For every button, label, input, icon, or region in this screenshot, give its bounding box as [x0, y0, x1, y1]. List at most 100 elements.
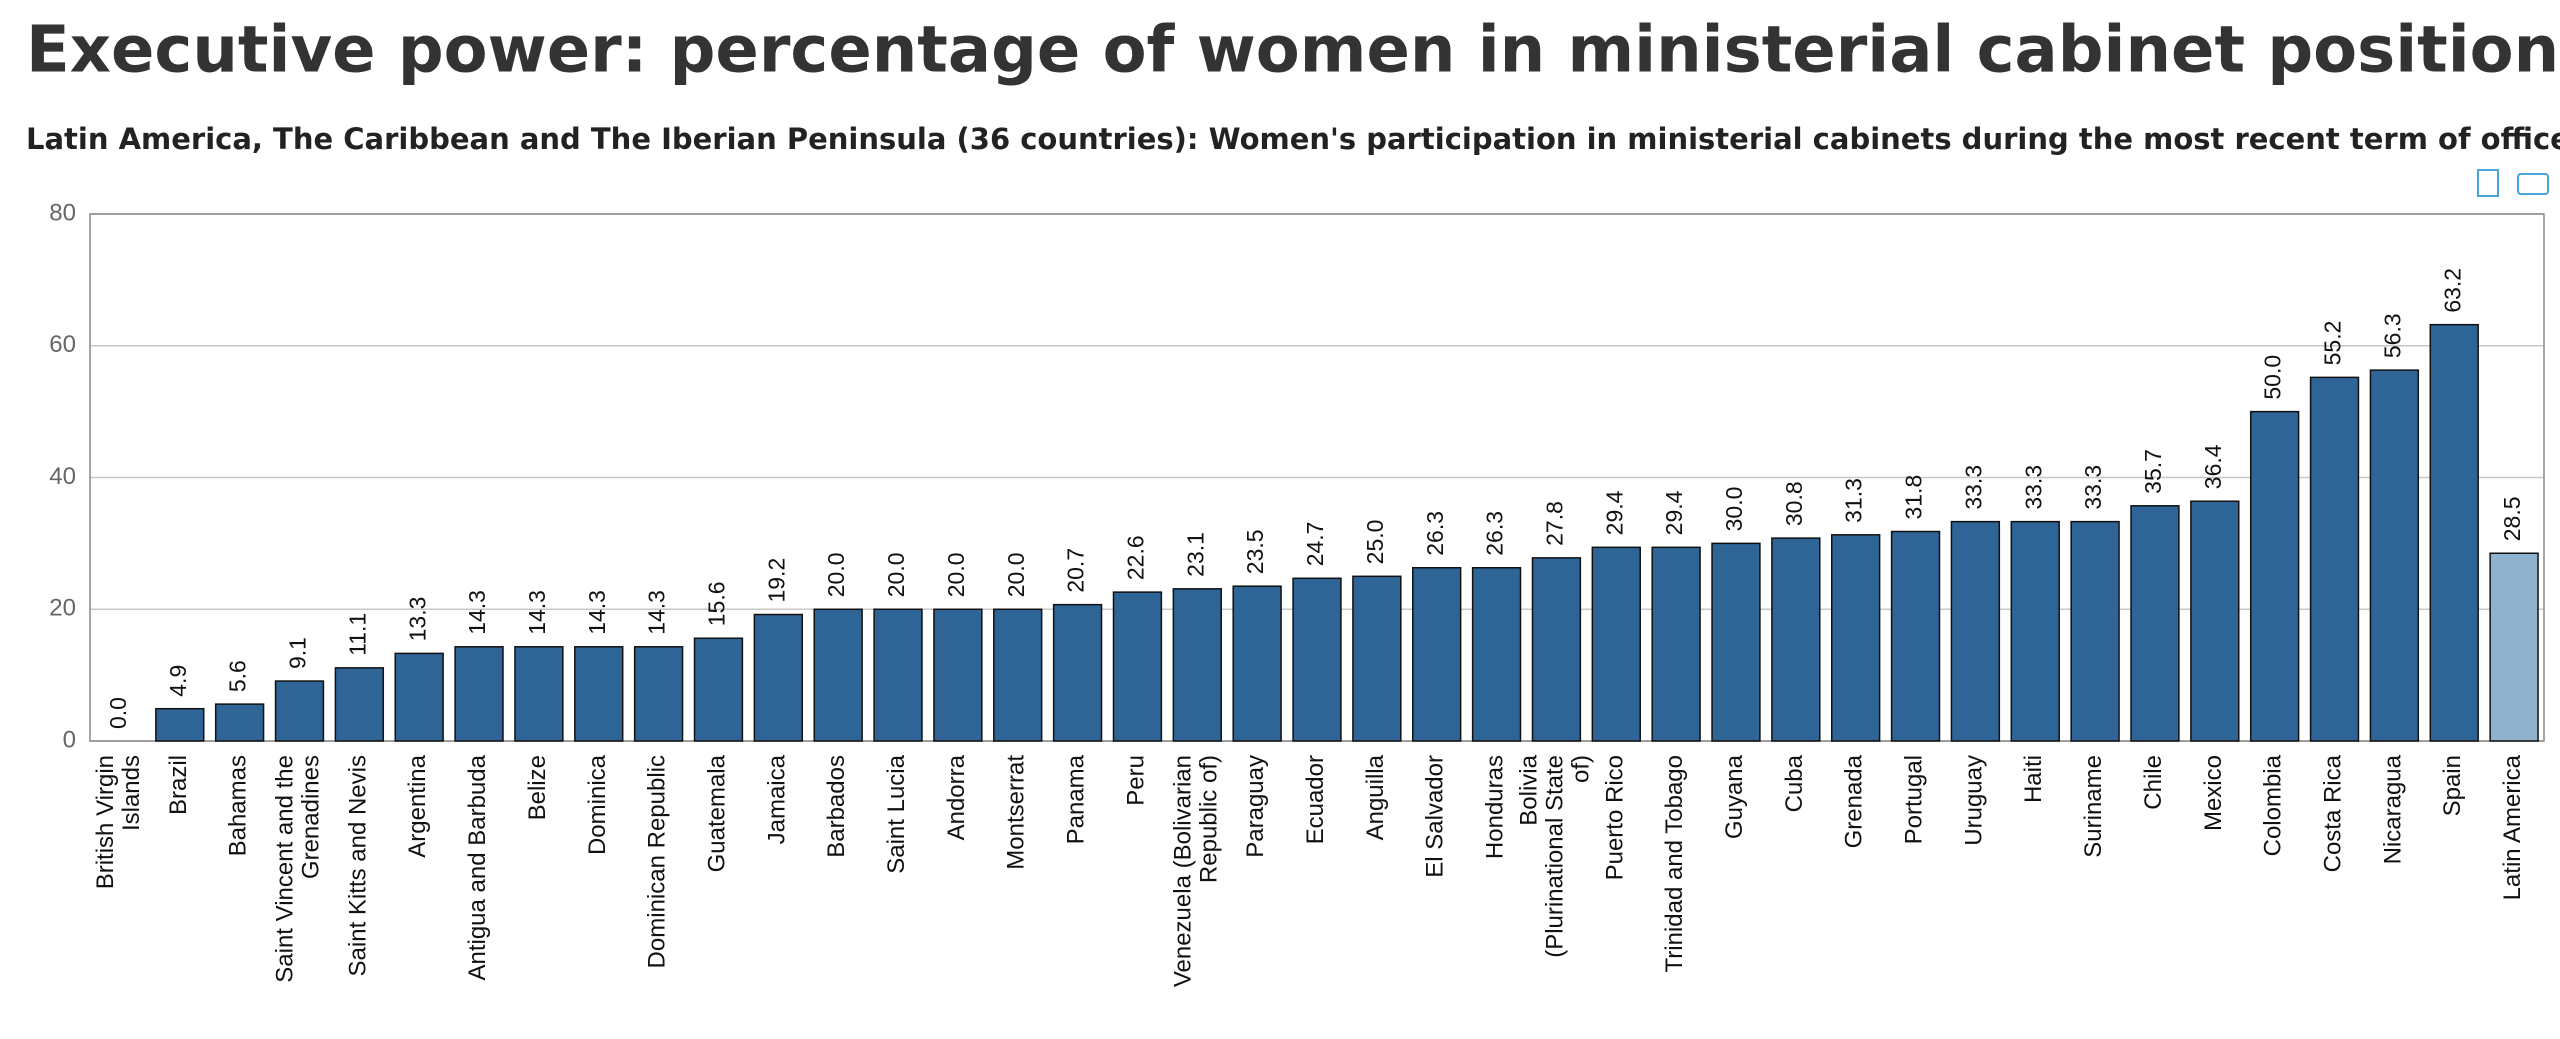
bar: [1292, 577, 1342, 742]
value-label: 14.3: [584, 590, 610, 635]
x-tick-label: Suriname: [2080, 755, 2107, 858]
value-label: 5.6: [225, 660, 251, 692]
value-label: 31.3: [1841, 478, 1867, 523]
value-label: 23.5: [1242, 529, 1268, 574]
value-label: 20.0: [943, 552, 969, 597]
x-tick-label: Andorra: [943, 754, 970, 840]
x-tick-label: Saint Kitts and Nevis: [345, 755, 372, 976]
bar: [2489, 552, 2539, 742]
value-label: 30.0: [1721, 487, 1747, 532]
value-label: 14.3: [524, 590, 550, 635]
x-tick-label: Barbados: [824, 755, 851, 858]
value-label: 26.3: [1482, 511, 1508, 556]
x-tick-label: Guyana: [1721, 754, 1748, 839]
bar: [1531, 557, 1582, 742]
bar: [1112, 591, 1163, 742]
value-label: 11.1: [344, 613, 370, 656]
value-label: 28.5: [2499, 496, 2525, 541]
value-label: 30.8: [1781, 481, 1807, 526]
bar: [1830, 534, 1881, 742]
value-label: 15.6: [704, 581, 730, 626]
bar: [1711, 542, 1761, 742]
x-tick-label: Saint Vincent and the Grenadines: [272, 755, 325, 983]
value-label: 20.7: [1063, 548, 1089, 593]
x-tick-label: Brazil: [165, 755, 192, 815]
x-tick-label: Chile: [2140, 755, 2167, 810]
bar: [1352, 575, 1402, 742]
y-tick-label: 0: [63, 726, 76, 753]
x-tick-label: Dominican Republic: [644, 755, 671, 968]
value-label: 29.4: [1601, 490, 1627, 535]
bar: [1890, 530, 1941, 742]
value-label: 13.3: [404, 597, 430, 642]
value-label: 23.1: [1182, 532, 1208, 577]
x-tick-label: Antigua and Barbuda: [464, 754, 491, 980]
x-tick-label: El Salvador: [1422, 755, 1449, 878]
bar: [1591, 546, 1641, 742]
x-tick-label: Montserrat: [1003, 755, 1030, 870]
value-label: 24.7: [1302, 522, 1328, 567]
value-label: 35.7: [2140, 449, 2166, 494]
value-label: 33.3: [2080, 465, 2106, 510]
x-tick-label: Guatemala: [704, 754, 731, 872]
bar: [693, 637, 744, 742]
value-label: 55.2: [2320, 321, 2346, 366]
bar: [1052, 603, 1103, 742]
x-tick-label: British Virgin Islands: [92, 755, 145, 889]
bar: [993, 608, 1043, 742]
y-tick-label: 80: [49, 199, 76, 226]
x-tick-label: Ecuador: [1302, 755, 1329, 844]
x-tick-label: Peru: [1123, 755, 1150, 806]
bar: [1172, 588, 1222, 742]
x-tick-label: Uruguay: [1961, 755, 1988, 846]
bar: [873, 608, 923, 742]
x-tick-label: Belize: [524, 755, 551, 820]
bar: [1232, 585, 1282, 742]
x-tick-label: Honduras: [1482, 755, 1509, 859]
value-label: 29.4: [1661, 490, 1687, 535]
x-tick-label: Spain: [2440, 755, 2467, 816]
bar: [633, 646, 684, 742]
value-label: 20.0: [883, 552, 909, 597]
value-label: 20.0: [1003, 552, 1029, 597]
value-label: 27.8: [1541, 501, 1567, 546]
value-label: 14.3: [644, 590, 670, 635]
value-label: 33.3: [2020, 465, 2046, 510]
bar: [1950, 520, 2001, 742]
bar: [454, 646, 504, 742]
x-tick-label: Dominica: [584, 754, 611, 855]
chart-subtitle: Latin America, The Caribbean and The Ibe…: [26, 122, 2560, 156]
bar: [574, 646, 624, 742]
x-tick-label: Trinidad and Tobago: [1661, 755, 1688, 973]
x-tick-label: Anguilla: [1362, 754, 1389, 840]
bar: [753, 613, 804, 742]
value-label: 4.9: [165, 665, 191, 697]
x-tick-label: Panama: [1063, 754, 1090, 844]
value-label: 33.3: [1960, 465, 1986, 510]
y-tick-label: 40: [49, 463, 76, 490]
bar: [2429, 323, 2479, 742]
bar: [2369, 369, 2420, 742]
x-tick-label: Bolivia (Plurinational State of): [1516, 754, 1595, 964]
x-tick-label: Nicaragua: [2380, 754, 2407, 864]
value-label: 25.0: [1362, 520, 1388, 565]
bar: [274, 680, 325, 742]
download-icon[interactable]: [2477, 169, 2499, 197]
x-tick-label: Venezuela (Bolivarian Republic of): [1170, 755, 1223, 987]
x-tick-label: Cuba: [1781, 754, 1808, 812]
y-tick-label: 60: [49, 331, 76, 358]
value-label: 20.0: [823, 552, 849, 597]
x-tick-label: Argentina: [405, 754, 432, 857]
x-tick-label: Bahamas: [225, 755, 252, 856]
value-label: 36.4: [2200, 444, 2226, 489]
x-tick-label: Saint Lucia: [883, 754, 910, 873]
x-tick-label: Costa Rica: [2320, 754, 2347, 872]
print-icon[interactable]: [2517, 173, 2549, 195]
value-label: 56.3: [2379, 313, 2405, 358]
value-label: 19.2: [763, 558, 789, 603]
bar: [1651, 546, 1701, 742]
x-tick-label: Portugal: [1901, 755, 1928, 844]
toolbar[interactable]: [2477, 169, 2549, 197]
value-label: 22.6: [1123, 535, 1149, 580]
value-label: 50.0: [2260, 355, 2286, 400]
